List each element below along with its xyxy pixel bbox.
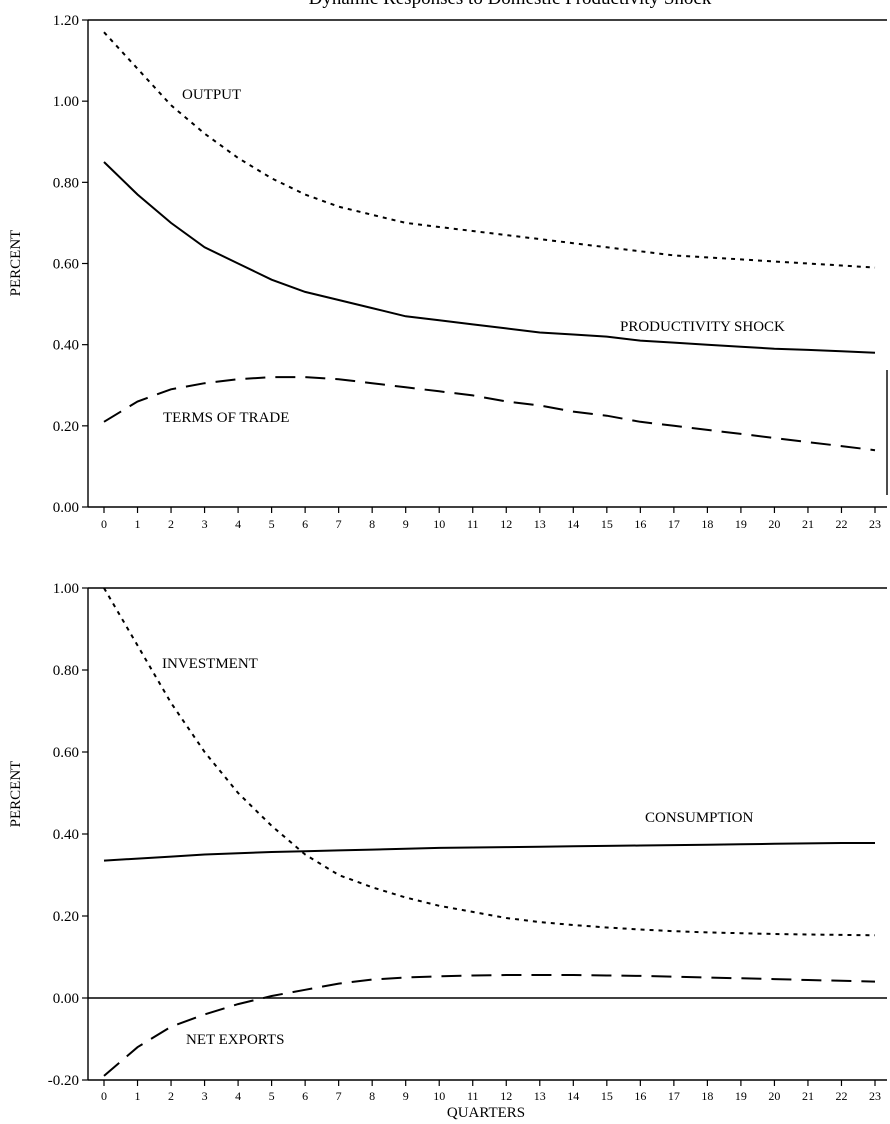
x-tick-label: 2: [168, 517, 174, 531]
x-tick-label: 17: [668, 1089, 680, 1103]
x-tick-label: 2: [168, 1089, 174, 1103]
x-tick-label: 22: [835, 1089, 847, 1103]
y-tick-label: 1.00: [53, 94, 79, 110]
x-tick-label: 12: [500, 517, 512, 531]
x-tick-label: 3: [202, 517, 208, 531]
x-tick-label: 15: [601, 517, 613, 531]
bottom-xlabel: QUARTERS: [447, 1105, 525, 1121]
series-line-output: [103, 31, 876, 269]
top-ylabel: PERCENT: [8, 230, 24, 297]
x-tick-label: 1: [135, 517, 141, 531]
label-investment: INVESTMENT: [162, 656, 258, 672]
x-tick-label: 3: [202, 1089, 208, 1103]
y-tick-label: 1.00: [53, 581, 79, 597]
x-tick-label: 8: [369, 1089, 375, 1103]
x-tick-label: 1: [135, 1089, 141, 1103]
y-tick-label: 0.40: [53, 338, 79, 354]
label-consumption: CONSUMPTION: [645, 810, 754, 826]
label-terms-of-trade: TERMS OF TRADE: [163, 410, 289, 426]
x-tick-label: 14: [567, 517, 579, 531]
x-tick-label: 8: [369, 517, 375, 531]
x-tick-label: 11: [467, 517, 479, 531]
x-tick-label: 18: [701, 517, 713, 531]
label-output: OUTPUT: [182, 87, 241, 103]
x-tick-label: 7: [336, 517, 342, 531]
x-tick-label: 17: [668, 517, 680, 531]
series-line-investment: [103, 587, 876, 937]
top-panel: PERCENT 0.000.200.400.600.801.001.200 1 2 3…: [8, 13, 888, 531]
y-tick-label: 0.20: [53, 419, 79, 435]
y-tick-label: 0.00: [53, 991, 79, 1007]
x-tick-label: 19: [735, 1089, 747, 1103]
y-tick-label: 0.60: [53, 745, 79, 761]
x-tick-label: 23: [869, 517, 881, 531]
x-tick-label: 21: [802, 1089, 814, 1103]
x-tick-label: 21: [802, 517, 814, 531]
top-series: [103, 31, 876, 452]
y-tick-label: -0.20: [48, 1073, 79, 1089]
x-tick-label: 0: [101, 517, 107, 531]
x-tick-label: 16: [634, 1089, 646, 1103]
x-tick-label: 10: [433, 517, 445, 531]
x-tick-label: 0: [101, 1089, 107, 1103]
label-net-exports: NET EXPORTS: [186, 1032, 284, 1048]
series-line-consumption: [103, 842, 875, 862]
x-tick-label: 20: [768, 517, 780, 531]
series-line-terms-of-trade: [103, 376, 876, 452]
y-tick-label: 0.80: [53, 663, 79, 679]
top-axes: 0.000.200.400.600.801.001.200 1 2 3 4 5 6 7 8 9 10…: [53, 13, 888, 531]
x-tick-label: 23: [869, 1089, 881, 1103]
y-tick-label: 0.40: [53, 827, 79, 843]
y-tick-label: 0.80: [53, 175, 79, 191]
x-tick-label: 13: [534, 517, 546, 531]
x-tick-label: 9: [403, 1089, 409, 1103]
series-line-productivity-shock: [103, 161, 876, 354]
x-tick-label: 12: [500, 1089, 512, 1103]
x-tick-label: 4: [235, 517, 241, 531]
bottom-axes: -0.200.000.200.400.600.801.000 1 2 3 4 5 6 7 8 9 1…: [48, 581, 887, 1103]
bottom-panel: PERCENT -0.200.000.200.400.600.801.000 1 2…: [8, 581, 887, 1121]
x-tick-label: 19: [735, 517, 747, 531]
x-tick-label: 5: [269, 1089, 275, 1103]
x-tick-label: 11: [467, 1089, 479, 1103]
x-tick-label: 13: [534, 1089, 546, 1103]
y-tick-label: 0.20: [53, 909, 79, 925]
x-tick-label: 7: [336, 1089, 342, 1103]
x-tick-label: 6: [302, 517, 308, 531]
x-tick-label: 6: [302, 1089, 308, 1103]
x-tick-label: 16: [634, 517, 646, 531]
series-line-net-exports: [103, 974, 876, 1077]
x-tick-label: 22: [835, 517, 847, 531]
y-tick-label: 1.20: [53, 13, 79, 29]
label-productivity-shock: PRODUCTIVITY SHOCK: [620, 319, 785, 335]
y-tick-label: 0.60: [53, 257, 79, 273]
x-tick-label: 5: [269, 517, 275, 531]
figure-title: Dynamic Responses to Domestic Productivi…: [309, 0, 712, 9]
x-tick-label: 9: [403, 517, 409, 531]
x-tick-label: 4: [235, 1089, 241, 1103]
bottom-series: [103, 587, 876, 1077]
y-tick-label: 0.00: [53, 500, 79, 516]
x-tick-label: 15: [601, 1089, 613, 1103]
x-tick-label: 20: [768, 1089, 780, 1103]
x-tick-label: 10: [433, 1089, 445, 1103]
x-tick-label: 14: [567, 1089, 579, 1103]
bottom-ylabel: PERCENT: [8, 761, 24, 828]
x-tick-label: 18: [701, 1089, 713, 1103]
